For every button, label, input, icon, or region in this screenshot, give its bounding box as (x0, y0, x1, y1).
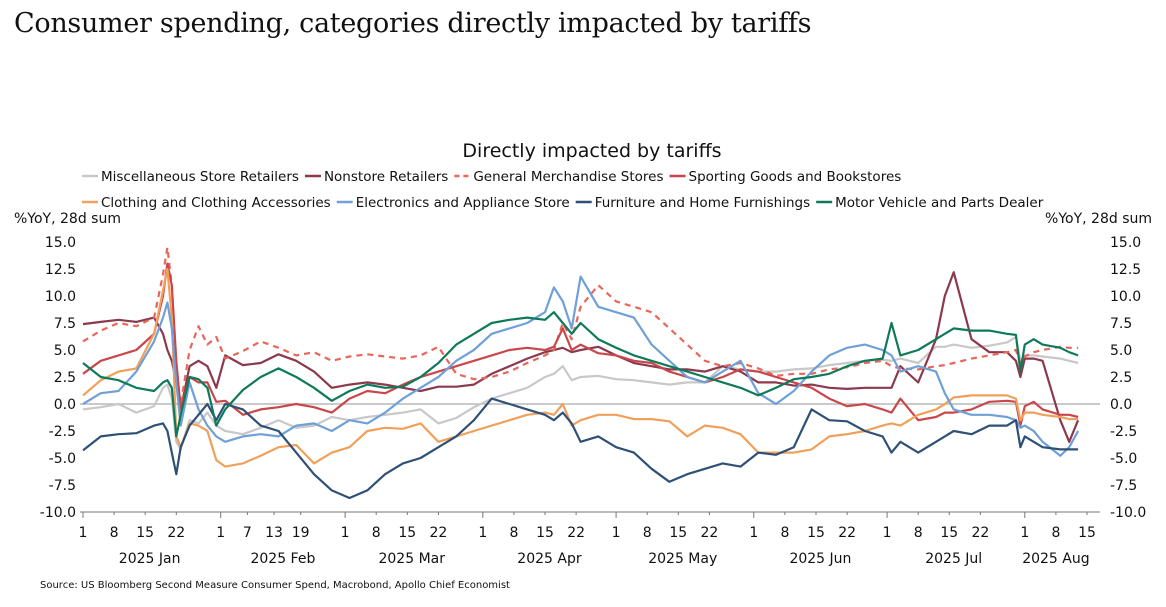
x-tick-label: 22 (567, 525, 585, 541)
y-tick-label-right: 15.0 (1110, 235, 1141, 251)
x-tick-label: 8 (914, 525, 923, 541)
y-tick-label-left: -7.5 (49, 478, 76, 494)
legend-label: Clothing and Clothing Accessories (101, 195, 331, 211)
legend: Miscellaneous Store Retailers Nonstore Re… (82, 169, 1044, 211)
legend-item: Miscellaneous Store Retailers (82, 169, 299, 185)
y-tick-label-left: 2.5 (54, 370, 76, 386)
x-month-label: 2025 Mar (378, 551, 445, 567)
legend-item: Motor Vehicle and Parts Dealer (816, 195, 1044, 211)
x-month-label: 2025 Jul (925, 551, 982, 567)
x-tick-label: 15 (1078, 525, 1096, 541)
series-line-motor-vehicle-and-parts-dealer (82, 311, 1079, 438)
x-tick-label: 1 (883, 525, 892, 541)
x-tick-label: 13 (265, 525, 283, 541)
x-tick-label: 19 (292, 525, 310, 541)
x-tick-label: 8 (780, 525, 789, 541)
legend-item: Nonstore Retailers (304, 169, 448, 185)
legend-label: Furniture and Home Furnishings (595, 195, 810, 211)
series-line-nonstore-retailers (82, 271, 1080, 443)
x-tick-label: 8 (372, 525, 381, 541)
y-axis-ticks: 15.0 15.0 12.5 12.5 10.0 10.0 7.5 7.5 5.0 5.0 2.5 2… (40, 235, 1146, 521)
y-tick-label-right: 0.0 (1110, 397, 1132, 413)
y-tick-label-left: 15.0 (45, 235, 76, 251)
x-tick-label: 8 (1051, 525, 1060, 541)
legend-item: Electronics and Appliance Store (336, 195, 570, 211)
y-tick-label-right: -10.0 (1110, 505, 1146, 521)
legend-label: Miscellaneous Store Retailers (101, 169, 299, 185)
x-tick-label: 22 (167, 525, 185, 541)
x-tick-label: 8 (509, 525, 518, 541)
x-tick-label: 1 (79, 525, 88, 541)
legend-label: Motor Vehicle and Parts Dealer (835, 195, 1044, 211)
y-axis-label-left: %YoY, 28d sum (14, 211, 121, 227)
x-tick-label: 1 (612, 525, 621, 541)
y-tick-label-left: 10.0 (45, 289, 76, 305)
x-tick-label: 15 (536, 525, 554, 541)
y-tick-label-right: -7.5 (1110, 478, 1137, 494)
x-month-label: 2025 May (648, 551, 717, 567)
series-line-electronics-and-appliance-store (82, 275, 1080, 457)
x-axis: 1 8 15 22 1 7 13 19 1 8 15 22 1 8 15 22 1 8 15 22 1 8 15 22 1 8 15… (79, 511, 1100, 567)
x-tick-label: 8 (643, 525, 652, 541)
x-tick-label: 8 (110, 525, 119, 541)
y-tick-label-left: -2.5 (49, 424, 76, 440)
x-tick-label: 15 (940, 525, 958, 541)
x-tick-label: 15 (669, 525, 687, 541)
x-month-label: 2025 Feb (250, 551, 315, 567)
legend-item: Clothing and Clothing Accessories (82, 195, 331, 211)
series-line-miscellaneous-store-retailers (82, 335, 1079, 451)
y-tick-label-left: 0.0 (54, 397, 76, 413)
x-tick-label: 22 (838, 525, 856, 541)
y-tick-label-left: 12.5 (45, 262, 76, 278)
chart-title: Directly impacted by tariffs (462, 140, 721, 162)
x-month-label: 2025 Jun (789, 551, 851, 567)
y-axis-label-right: %YoY, 28d sum (1045, 211, 1152, 227)
legend-item: General Merchandise Stores (454, 169, 664, 185)
y-tick-label-right: 10.0 (1110, 289, 1141, 305)
x-tick-label: 1 (478, 525, 487, 541)
legend-label: Nonstore Retailers (324, 169, 448, 185)
x-tick-label: 15 (136, 525, 154, 541)
page-title: Consumer spending, categories directly i… (14, 8, 812, 39)
x-tick-label: 1 (749, 525, 758, 541)
y-tick-label-right: 7.5 (1110, 316, 1132, 332)
source-note: Source: US Bloomberg Second Measure Cons… (40, 580, 510, 591)
x-tick-label: 22 (971, 525, 989, 541)
y-tick-label-left: 5.0 (54, 343, 76, 359)
y-tick-label-right: 2.5 (1110, 370, 1132, 386)
legend-item: Furniture and Home Furnishings (575, 195, 810, 211)
legend-label: Electronics and Appliance Store (356, 195, 570, 211)
series-group (82, 246, 1080, 500)
x-tick-label: 1 (216, 525, 225, 541)
y-tick-label-right: 12.5 (1110, 262, 1141, 278)
y-tick-label-right: -5.0 (1110, 451, 1137, 467)
legend-item: Sporting Goods and Bookstores (669, 169, 902, 185)
x-tick-label: 1 (341, 525, 350, 541)
legend-label: General Merchandise Stores (473, 169, 663, 185)
x-month-label: 2025 Aug (1022, 551, 1089, 567)
y-tick-label-right: 5.0 (1110, 343, 1132, 359)
y-tick-label-left: -5.0 (49, 451, 76, 467)
x-tick-label: 1 (1020, 525, 1029, 541)
x-tick-label: 7 (243, 525, 252, 541)
y-tick-label-left: -10.0 (40, 505, 76, 521)
x-month-label: 2025 Jan (119, 551, 181, 567)
y-tick-label-left: 7.5 (54, 316, 76, 332)
x-tick-label: 22 (429, 525, 447, 541)
y-tick-label-right: -2.5 (1110, 424, 1137, 440)
x-tick-label: 22 (700, 525, 718, 541)
series-line-general-merchandise-stores (82, 246, 1079, 406)
legend-label: Sporting Goods and Bookstores (689, 169, 902, 185)
x-tick-label: 15 (398, 525, 416, 541)
x-tick-label: 15 (807, 525, 825, 541)
series-line-sporting-goods-and-bookstores (82, 262, 1079, 427)
x-month-label: 2025 Apr (517, 551, 582, 567)
series-line-furniture-and-home-furnishings (82, 397, 1079, 500)
